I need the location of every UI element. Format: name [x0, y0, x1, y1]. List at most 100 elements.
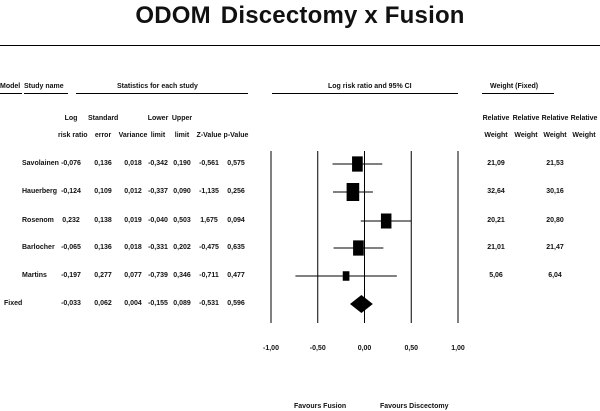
row-lower: -0,040 — [148, 217, 168, 224]
row-lower: -0,739 — [148, 272, 168, 279]
row-log-rr: -0,065 — [61, 244, 81, 251]
row-variance: 0,004 — [124, 300, 142, 307]
row-weight-2: 30,16 — [546, 188, 564, 195]
header-plot-underline — [272, 93, 458, 94]
col-w4-1: Relative — [570, 115, 598, 122]
row-study: Martins — [22, 272, 47, 279]
row-weight-1: 20,21 — [487, 217, 505, 224]
row-variance: 0,018 — [124, 244, 142, 251]
row-weight-1: 21,09 — [487, 160, 505, 167]
row-se: 0,136 — [94, 160, 112, 167]
row-log-rr: -0,033 — [61, 300, 81, 307]
col-w1-1: Relative — [482, 115, 510, 122]
col-w3-1: Relative — [541, 115, 569, 122]
row-study: Savolainen — [22, 160, 59, 167]
row-weight-2: 21,53 — [546, 160, 564, 167]
row-se: 0,062 — [94, 300, 112, 307]
summary-diamond — [350, 295, 373, 313]
x-label-right: Favours Discectomy — [380, 403, 449, 410]
row-log-rr: -0,124 — [61, 188, 81, 195]
header-plot: Log risk ratio and 95% CI — [328, 83, 412, 90]
row-upper: 0,089 — [173, 300, 191, 307]
row-p: 0,256 — [227, 188, 245, 195]
row-se: 0,277 — [94, 272, 112, 279]
row-log-rr: -0,076 — [61, 160, 81, 167]
study-point — [352, 156, 363, 172]
row-p: 0,094 — [227, 217, 245, 224]
header-model-underline — [0, 93, 22, 94]
row-upper: 0,346 — [173, 272, 191, 279]
row-weight-1: 21,01 — [487, 244, 505, 251]
row-variance: 0,019 — [124, 217, 142, 224]
row-log-rr: 0,232 — [62, 217, 80, 224]
title-rest: Discectomy x Fusion — [220, 2, 465, 29]
title-main: ODOM — [135, 2, 211, 29]
row-weight-1: 5,06 — [489, 272, 503, 279]
study-point — [342, 271, 350, 281]
header-study-underline — [24, 93, 68, 94]
study-point — [346, 183, 360, 201]
col-logrr-2: risk ratio — [58, 132, 88, 139]
row-upper: 0,090 — [173, 188, 191, 195]
header-weight: Weight (Fixed) — [490, 83, 539, 90]
header-statistics: Statistics for each study — [117, 83, 198, 90]
col-z-2: Z-Value — [196, 132, 222, 139]
row-lower: -0,337 — [148, 188, 168, 195]
col-logrr-1: Log — [64, 115, 78, 122]
x-tick-label: -1,00 — [263, 345, 279, 352]
row-weight-1: 32,64 — [487, 188, 505, 195]
row-lower: -0,331 — [148, 244, 168, 251]
col-var-2: Variance — [118, 132, 148, 139]
x-tick-label: 1,00 — [451, 345, 465, 352]
row-variance: 0,012 — [124, 188, 142, 195]
row-variance: 0,077 — [124, 272, 142, 279]
title-rule — [0, 45, 600, 46]
col-upper-2: limit — [174, 132, 190, 139]
row-log-rr: -0,197 — [61, 272, 81, 279]
col-w4-2: Weight — [572, 132, 596, 139]
row-weight-2: 20,80 — [546, 217, 564, 224]
col-se-2: error — [94, 132, 112, 139]
col-w2-1: Relative — [512, 115, 540, 122]
col-upper-1: Upper — [171, 115, 193, 122]
row-z: -0,561 — [199, 160, 219, 167]
study-point — [353, 240, 364, 256]
row-study: Barlocher — [22, 244, 55, 251]
col-lower-2: limit — [150, 132, 166, 139]
col-w3-2: Weight — [543, 132, 567, 139]
row-variance: 0,018 — [124, 160, 142, 167]
row-weight-2: 21,47 — [546, 244, 564, 251]
study-point — [380, 213, 392, 229]
row-upper: 0,202 — [173, 244, 191, 251]
header-statistics-underline — [76, 93, 248, 94]
x-tick-label: -0,50 — [309, 345, 326, 352]
row-p: 0,596 — [227, 300, 245, 307]
row-p: 0,635 — [227, 244, 245, 251]
row-model: Fixed — [4, 300, 23, 307]
chart-title: ODOM Discectomy x Fusion — [0, 2, 600, 30]
row-study: Rosenom — [22, 217, 54, 224]
row-z: -0,475 — [199, 244, 219, 251]
col-w2-2: Weight — [514, 132, 538, 139]
row-z: -0,531 — [199, 300, 219, 307]
row-z: -0,711 — [199, 272, 219, 279]
col-se-1: Standard — [88, 115, 119, 122]
row-upper: 0,503 — [173, 217, 191, 224]
col-p-2: p-Value — [223, 132, 249, 139]
x-tick-label: 0,50 — [404, 345, 419, 352]
row-study: Hauerberg — [22, 188, 58, 195]
header-study-name: Study name — [24, 83, 64, 90]
row-se: 0,136 — [94, 244, 112, 251]
row-p: 0,575 — [227, 160, 245, 167]
row-se: 0,138 — [94, 217, 112, 224]
col-lower-1: Lower — [147, 115, 169, 122]
header-weight-underline — [482, 93, 554, 94]
x-tick-label: 0,00 — [357, 345, 372, 352]
x-label-left: Favours Fusion — [294, 403, 347, 410]
row-z: 1,675 — [200, 217, 218, 224]
col-w1-2: Weight — [484, 132, 508, 139]
row-weight-2: 6,04 — [548, 272, 562, 279]
row-lower: -0,342 — [148, 160, 168, 167]
row-z: -1,135 — [199, 188, 219, 195]
